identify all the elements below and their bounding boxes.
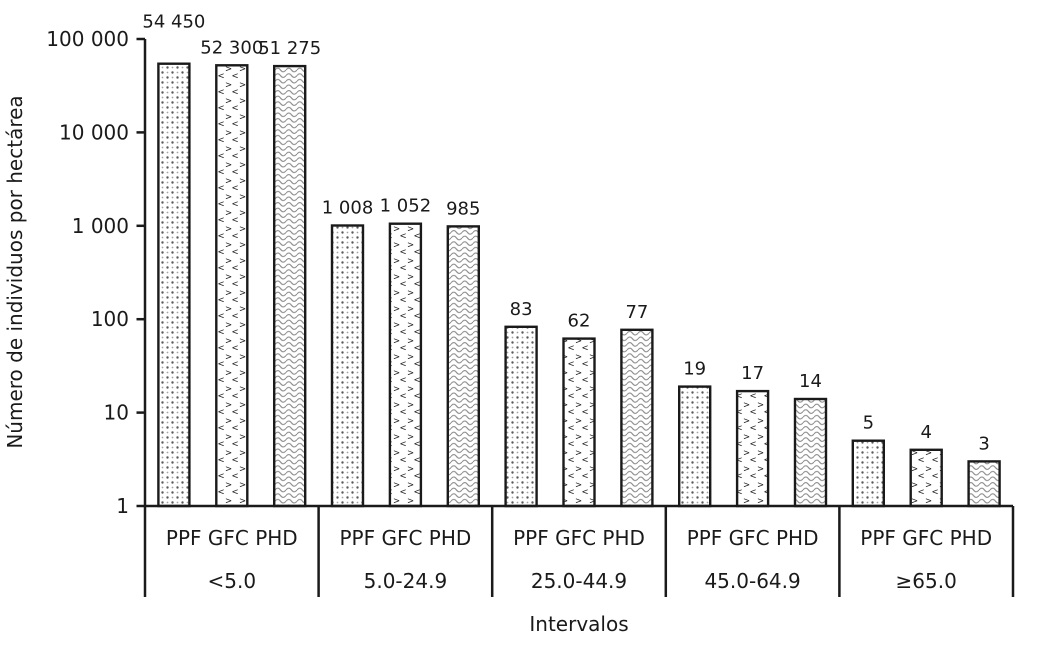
category-label: <5.0 (208, 569, 257, 593)
category-label: 25.0-44.9 (531, 569, 627, 593)
bar-PPF (330, 224, 365, 508)
bar-value-label: 1 008 (322, 198, 374, 219)
bar-value-label: 54 450 (142, 12, 205, 33)
bar-value-label: 77 (625, 302, 648, 323)
bar-PPF (504, 325, 538, 508)
bar-value-label: 985 (446, 198, 480, 219)
y-tick-label: 100 (91, 307, 129, 331)
bar-GFC (562, 337, 596, 508)
x-axis-title: Intervalos (529, 612, 628, 636)
bar-value-label: 14 (799, 371, 822, 392)
bar-value-label: 5 (863, 413, 874, 434)
group-series-label: PPF GFC PHD (860, 526, 992, 550)
y-tick-label: 100 000 (46, 27, 129, 51)
bar-value-label: 52 300 (200, 37, 263, 58)
bar-value-label: 4 (920, 422, 931, 443)
bar-GFC (909, 448, 943, 508)
category-label: ≥65.0 (896, 569, 957, 593)
group-series-label: PPF GFC PHD (513, 526, 645, 550)
y-axis-title: Número de individuos por hectárea (3, 95, 27, 448)
bar-value-label: 1 052 (380, 196, 432, 217)
bar-PHD (446, 225, 480, 508)
category-label: 5.0-24.9 (364, 569, 448, 593)
bar-value-label: 83 (510, 299, 533, 320)
group-series-label: PPF GFC PHD (339, 526, 471, 550)
bar-value-label: 62 (568, 311, 591, 332)
y-tick-label: 1 (116, 494, 129, 518)
bar-value-label: 19 (683, 359, 706, 380)
bar-value-label: 17 (741, 363, 764, 384)
bar-PHD (793, 397, 828, 508)
bar-PHD (273, 64, 307, 508)
bar-PHD (967, 460, 1001, 508)
bar-PHD (620, 328, 654, 508)
group-series-label: PPF GFC PHD (166, 526, 298, 550)
y-tick-label: 10 000 (59, 120, 129, 144)
bar-value-label: 51 275 (258, 38, 321, 59)
y-tick-label: 1 000 (72, 214, 129, 238)
bar-PPF (851, 439, 885, 508)
y-tick-label: 10 (104, 401, 129, 425)
bar-GFC (735, 389, 770, 508)
group-series-label: PPF GFC PHD (687, 526, 819, 550)
bar-PPF (678, 385, 712, 508)
bar-GFC (215, 64, 249, 508)
category-label: 45.0-64.9 (704, 569, 800, 593)
bar-value-label: 3 (978, 433, 989, 454)
bar-GFC (388, 222, 423, 508)
bar-PPF (157, 62, 191, 508)
